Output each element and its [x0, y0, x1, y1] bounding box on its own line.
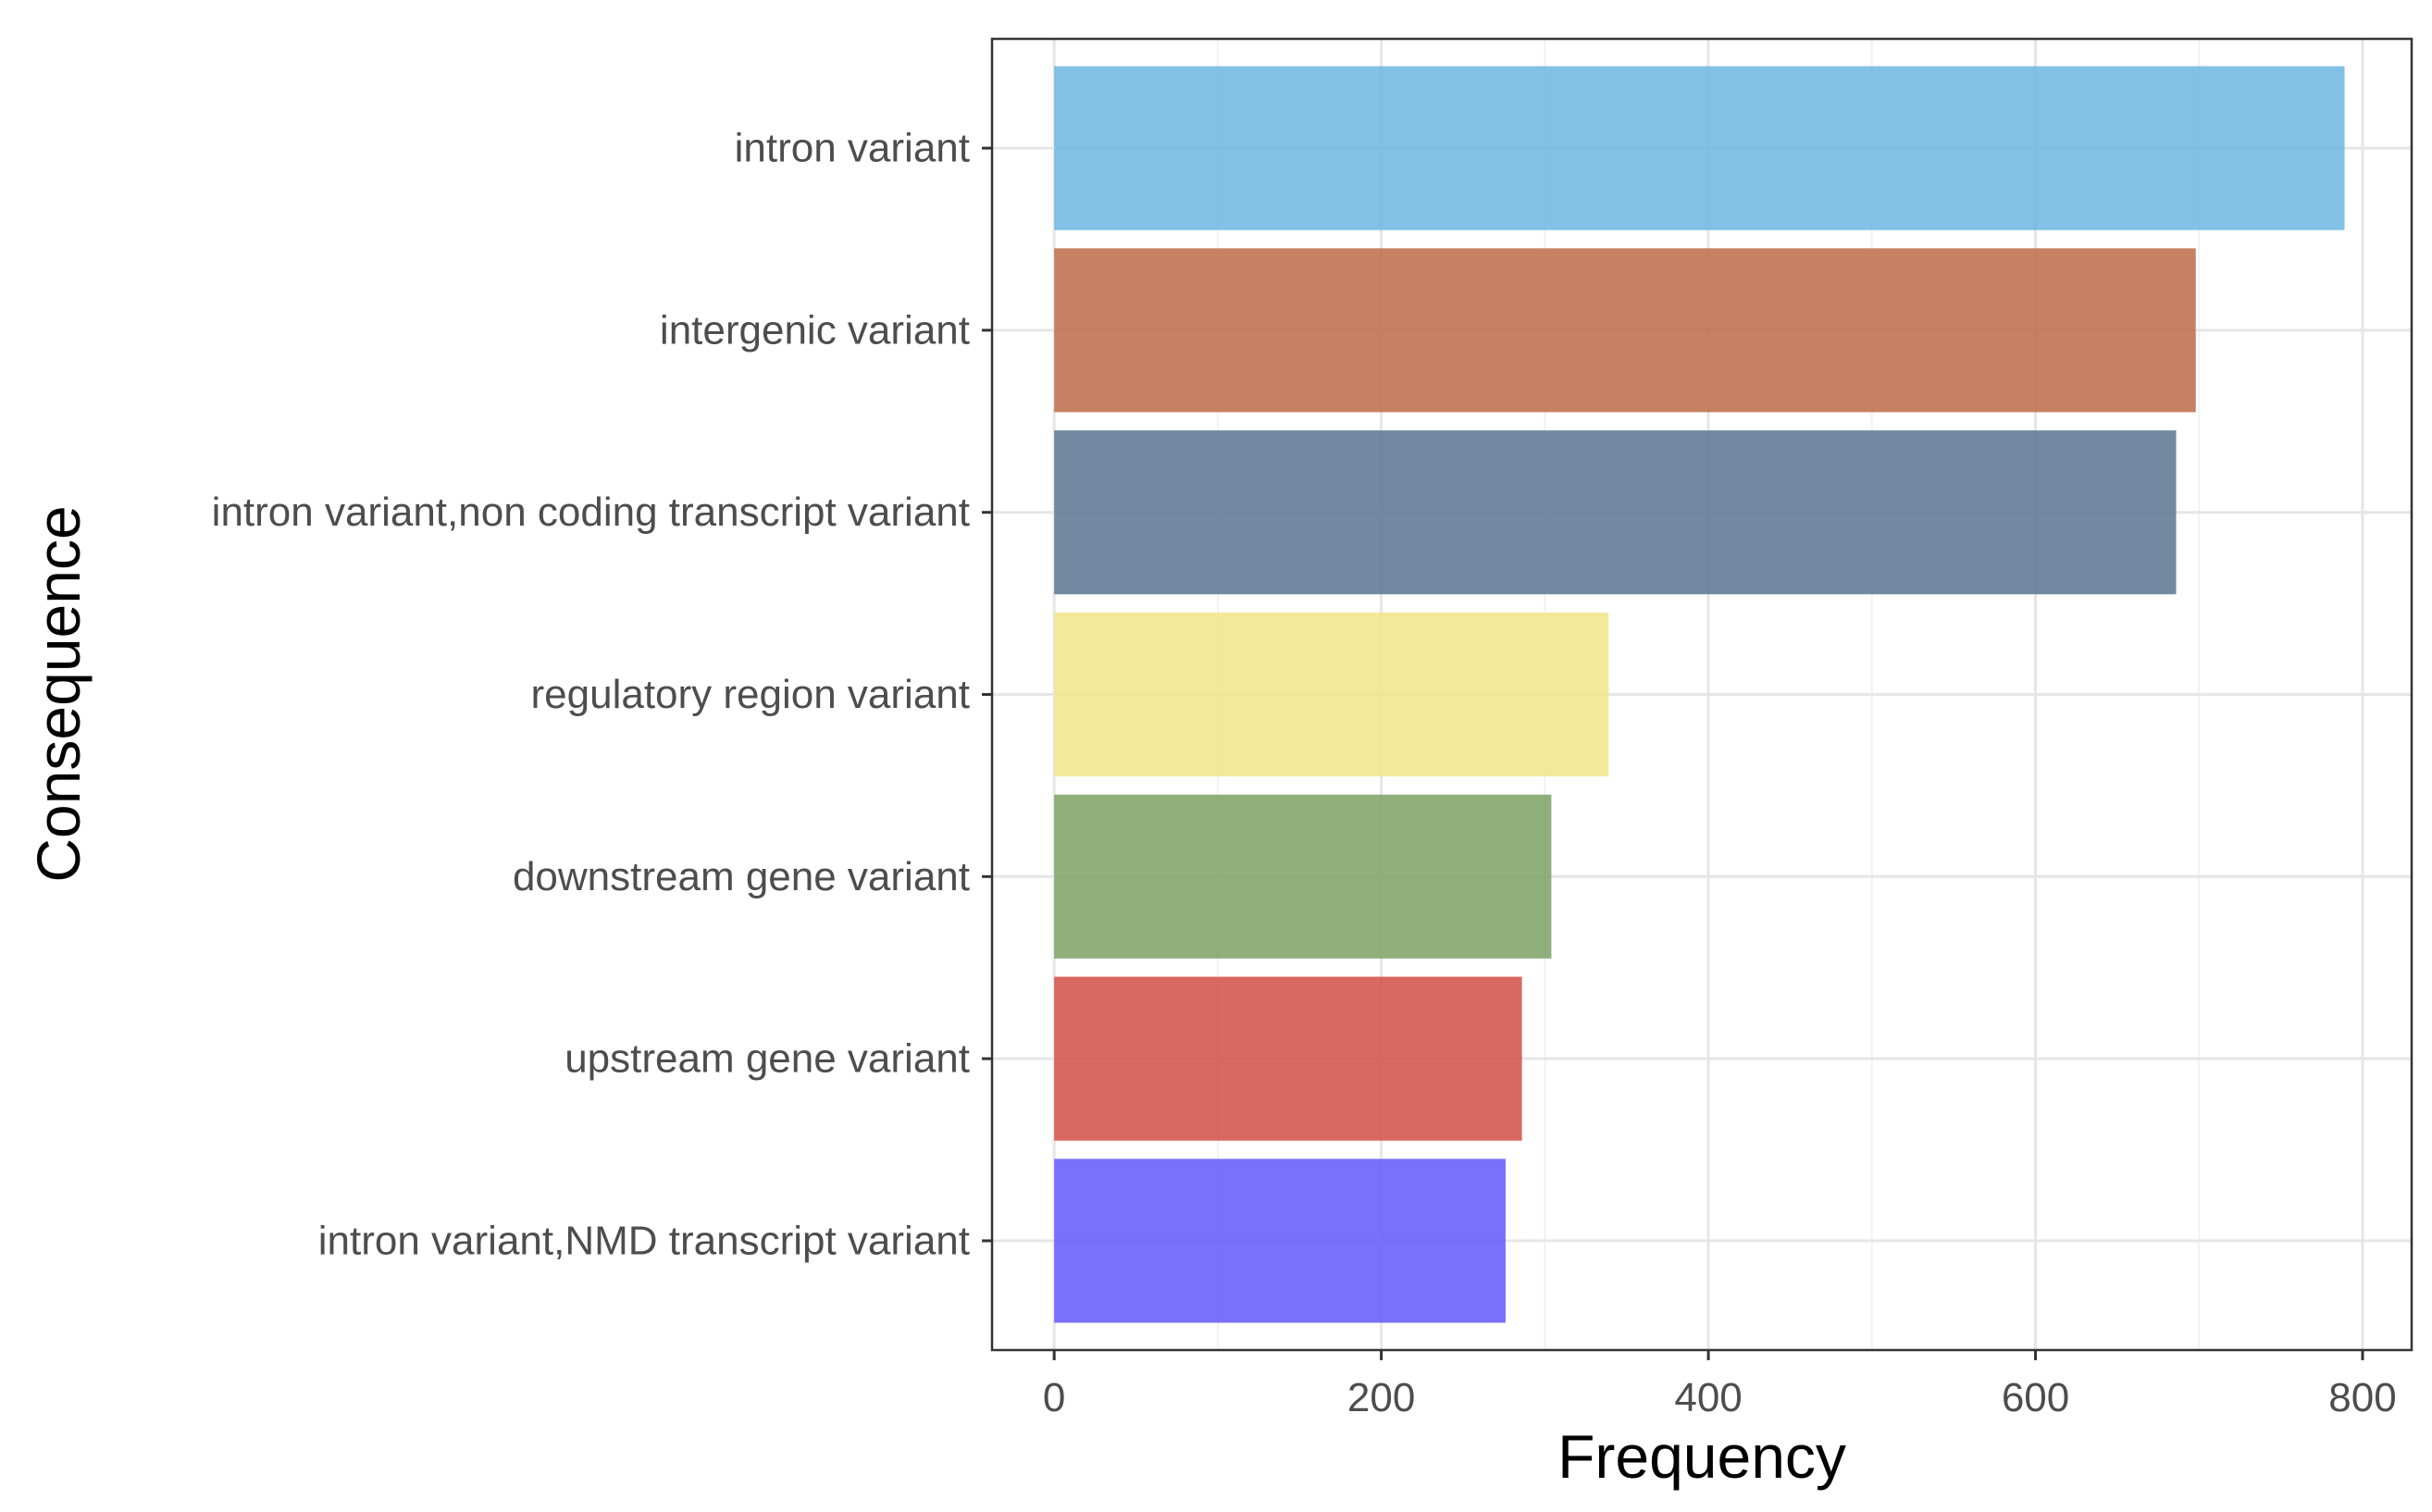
- y-tick-label: intergenic variant: [660, 307, 970, 353]
- y-tick-label: intron variant: [735, 126, 970, 171]
- y-tick-label: downstream gene variant: [513, 854, 970, 899]
- y-tick-label: intron variant,NMD transcript variant: [318, 1218, 970, 1263]
- bar: [1054, 1159, 1506, 1323]
- y-tick-label: upstream gene variant: [565, 1036, 970, 1082]
- bar: [1054, 976, 1522, 1141]
- x-tick-label: 0: [1043, 1375, 1065, 1420]
- x-tick-label: 200: [1347, 1375, 1415, 1420]
- bar: [1054, 612, 1609, 777]
- y-axis: intron variant intergenic variant intron v…: [212, 126, 992, 1263]
- bar: [1054, 66, 2345, 230]
- bar: [1054, 248, 2196, 413]
- bar: [1054, 794, 1552, 959]
- x-tick-label: 400: [1674, 1375, 1742, 1420]
- y-tick-label: regulatory region variant: [531, 672, 970, 717]
- y-tick-label: intron variant,non coding transcript var…: [212, 490, 970, 535]
- y-axis-title: Consequence: [24, 505, 93, 882]
- x-tick-label: 600: [2002, 1375, 2069, 1420]
- x-tick-label: 800: [2328, 1375, 2396, 1420]
- bars-group: [1054, 66, 2345, 1323]
- bar: [1054, 430, 2177, 595]
- x-axis-title: Frequency: [1557, 1422, 1846, 1491]
- x-axis: 0 200 400 600 800: [1043, 1350, 2397, 1420]
